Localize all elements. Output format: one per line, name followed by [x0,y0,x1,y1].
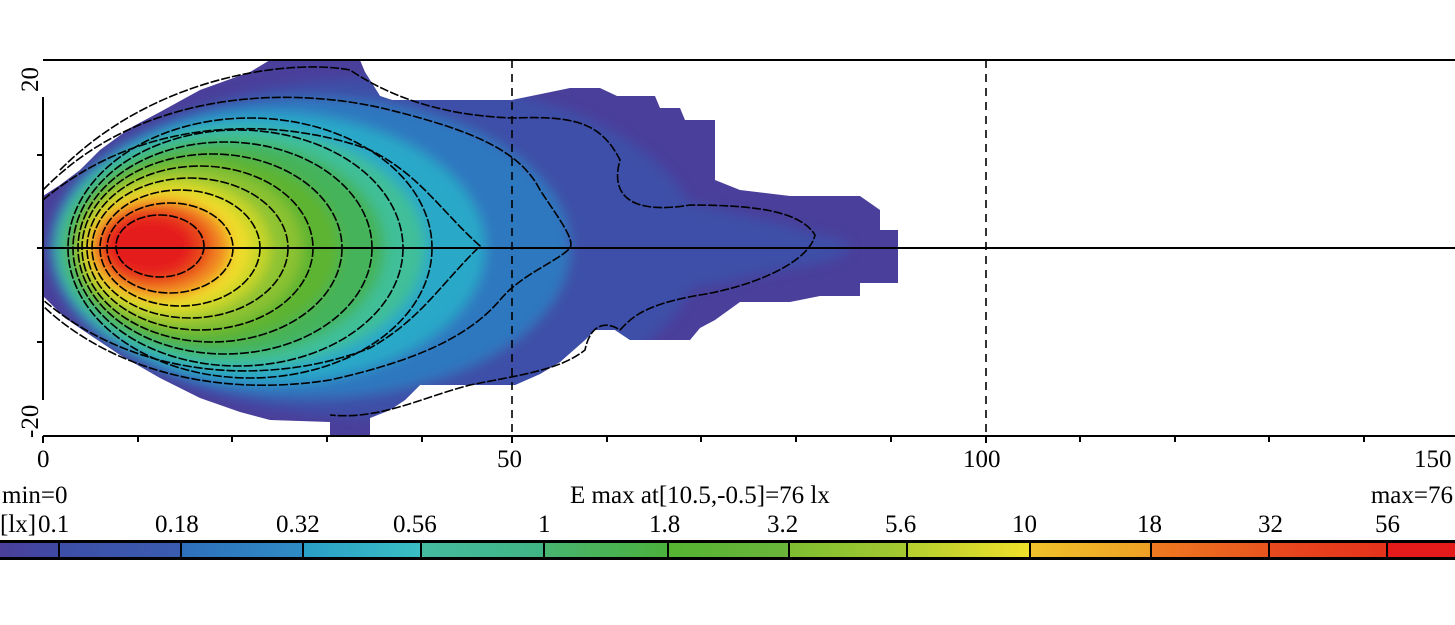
x-tick-label-0: 0 [37,446,50,473]
colorbar-segment [1388,543,1455,557]
colorbar-segment [1152,543,1270,557]
colorbar-unit-label: [lx] [0,511,37,538]
colorbar-segment [1270,543,1388,557]
x-tick-label-150: 150 [1414,446,1452,473]
x-axis-ticks [42,436,1365,443]
colorbar-level-label: 0.56 [393,511,437,538]
colorbar-segment [790,543,908,557]
colorbar-level-label: 5.6 [885,511,917,538]
min-value-label: min=0 [2,482,68,509]
colorbar-level-label: 56 [1375,511,1400,538]
colorbar-segment [182,543,304,557]
colorbar-level-label: 0.32 [276,511,320,538]
colorbar-level-label: 10 [1012,511,1037,538]
colorbar-segment [0,543,60,557]
colorbar-level-label: 1.8 [649,511,681,538]
max-location-title: E max at[10.5,-0.5]=76 lx [570,482,830,509]
colorbar-segment [669,543,790,557]
x-tick-label-100: 100 [963,446,1001,473]
colorbar-level-label: 0.18 [155,511,199,538]
plot-frame [42,59,1455,437]
max-value-label: max=76 [1370,482,1453,509]
colorbar-segment [545,543,669,557]
colorbar-segment [908,543,1031,557]
colorbar-level-label: 32 [1258,511,1283,538]
y-axis-ticks [37,154,43,343]
x-tick-label-50: 50 [497,446,522,473]
colorbar-level-label: 18 [1137,511,1162,538]
colorbar-level-label: 3.2 [767,511,799,538]
colorbar-segment [304,543,422,557]
y-tick-label-top: 20 [17,67,44,92]
y-tick-label-bottom: -20 [17,404,44,438]
colorbar-labels: [lx] 0.1 0.18 0.32 0.56 1 1.8 3.2 5.6 10… [0,512,1455,540]
colorbar-level-label: 0.1 [38,511,70,538]
colorbar-level-label: 1 [538,511,551,538]
colorbar-segment [1031,543,1152,557]
colorbar-segment [422,543,545,557]
colorbar [0,540,1455,560]
colorbar-segment [60,543,182,557]
